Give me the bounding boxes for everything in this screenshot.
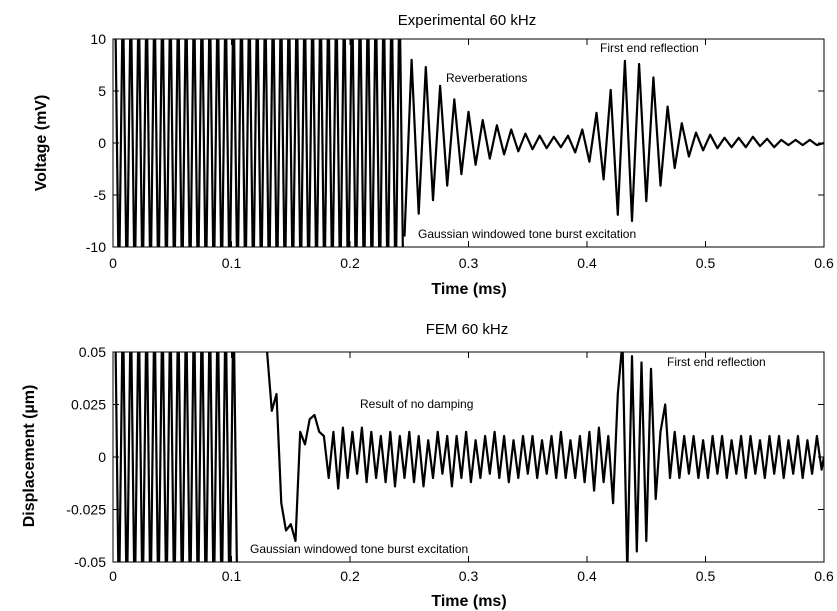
x-tick-label: 0 [109, 568, 117, 584]
x-tick-label: 0.6 [814, 255, 834, 271]
axes-frame [112, 38, 825, 248]
axes-frame [112, 351, 825, 563]
x-tick-label: 0.4 [577, 568, 597, 584]
y-tick-label: 0.025 [71, 397, 106, 413]
x-tick-label: 0.6 [814, 568, 834, 584]
signal-line [266, 352, 824, 562]
y-axis-label: Voltage (mV) [33, 95, 50, 192]
x-tick-label: 0 [109, 255, 117, 271]
annotation-excitation: Gaussian windowed tone burst excitation [250, 542, 468, 556]
x-tick-labels: 0 0.1 0.2 0.3 0.4 0.5 0.6 [109, 568, 834, 584]
x-tick-label: 0.5 [696, 255, 716, 271]
x-tick-label: 0.3 [459, 568, 479, 584]
experimental-chart: Experimental 60 kHz 10 5 0 -5 -10 0 0.1 0.2 0.3… [33, 12, 834, 298]
annotation-no-damping: Result of no damping [360, 397, 473, 411]
y-axis-label: Displacement (µm) [21, 385, 38, 528]
excitation-burst [114, 352, 238, 562]
annotation-first-end-reflection: First end reflection [600, 41, 699, 55]
x-tick-label: 0.5 [696, 568, 716, 584]
y-tick-label: 10 [90, 31, 106, 47]
signal-line [403, 58, 824, 237]
y-tick-label: -5 [94, 187, 107, 203]
x-axis-label: Time (ms) [431, 593, 506, 610]
plot-area [114, 39, 824, 247]
x-tick-label: 0.4 [577, 255, 597, 271]
chart-title: Experimental 60 kHz [398, 12, 536, 29]
x-tick-label: 0.1 [222, 568, 242, 584]
y-tick-label: -0.025 [66, 502, 106, 518]
x-tick-labels: 0 0.1 0.2 0.3 0.4 0.5 0.6 [109, 255, 834, 271]
annotation-reverberations: Reverberations [446, 71, 527, 85]
chart-title: FEM 60 kHz [426, 321, 509, 338]
x-axis-label: Time (ms) [431, 281, 506, 298]
excitation-burst [114, 39, 404, 247]
x-tick-label: 0.3 [459, 255, 479, 271]
y-tick-labels: 0.05 0.025 0 -0.025 -0.05 [66, 344, 106, 570]
annotation-first-end-reflection: First end reflection [667, 355, 766, 369]
y-tick-label: 0 [98, 135, 106, 151]
y-tick-labels: 10 5 0 -5 -10 [86, 31, 106, 255]
y-tick-label: 5 [98, 83, 106, 99]
annotation-excitation: Gaussian windowed tone burst excitation [418, 227, 636, 241]
plot-area [114, 352, 824, 562]
y-tick-label: 0.05 [79, 344, 106, 360]
y-tick-label: -0.05 [74, 554, 106, 570]
x-tick-label: 0.2 [340, 568, 360, 584]
x-tick-label: 0.1 [222, 255, 242, 271]
y-tick-label: 0 [98, 449, 106, 465]
x-tick-label: 0.2 [340, 255, 360, 271]
fem-chart: FEM 60 kHz 0.05 0.025 0 -0.025 -0.05 0 0.1 0.2… [21, 321, 834, 610]
y-tick-label: -10 [86, 239, 106, 255]
